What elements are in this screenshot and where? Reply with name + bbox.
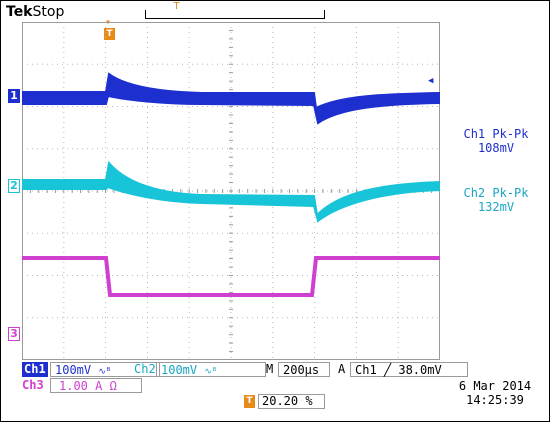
ch3-level-marker[interactable]: 3 — [8, 327, 20, 341]
ch1-measurement: Ch1 Pk-Pk 108mV — [444, 127, 548, 155]
trigger-position-readout-icon: T — [244, 395, 255, 408]
ch2-level-marker[interactable]: 2 — [8, 179, 20, 193]
ch2-readout-label[interactable]: Ch2 — [134, 362, 156, 376]
ch2-measurement-value: 132mV — [477, 200, 515, 214]
trigger-label: A — [338, 362, 346, 376]
ch1-measurement-label: Ch1 Pk-Pk — [463, 127, 529, 141]
bandwidth-limit-icon: ∿ᴮ — [204, 367, 218, 377]
ch1-readout-label[interactable]: Ch1 — [22, 362, 48, 377]
ch1-scale-readout[interactable]: 100mV ∿ᴮ — [50, 362, 160, 377]
ch1-measurement-value: 108mV — [477, 141, 515, 155]
date-readout: 6 Mar 2014 — [458, 379, 532, 393]
brand-label: Tek — [6, 4, 33, 20]
ch1-trace — [22, 72, 440, 125]
ch1-level-marker[interactable]: 1 — [8, 89, 20, 103]
ch1-scale-value: 100mV — [55, 363, 92, 377]
ch3-scale-readout[interactable]: 1.00 A Ω — [50, 378, 142, 393]
ch2-measurement: Ch2 Pk-Pk 132mV — [444, 186, 548, 214]
ch2-scale-readout[interactable]: 100mV ∿ᴮ — [156, 362, 266, 377]
timebase-label: M — [266, 362, 274, 376]
ch2-trace — [22, 160, 440, 223]
trigger-position-readout[interactable]: 20.20 % — [258, 394, 325, 409]
waveform-graticule — [22, 22, 440, 360]
record-view-bar — [145, 10, 325, 19]
time-readout: 14:25:39 — [466, 393, 524, 407]
ch2-scale-value: 100mV — [161, 363, 198, 377]
ch3-trace — [22, 256, 440, 297]
ch3-readout-label[interactable]: Ch3 — [22, 378, 44, 392]
status-header: TekStop — [6, 4, 64, 20]
trigger-level-arrow-icon: ◀ — [428, 76, 434, 86]
record-trigger-icon: T — [173, 1, 180, 12]
acquisition-state: Stop — [32, 4, 65, 20]
trigger-readout[interactable]: Ch1 ╱ 38.0mV — [350, 362, 468, 377]
bandwidth-limit-icon: ∿ᴮ — [98, 367, 112, 377]
timebase-readout[interactable]: 200µs — [278, 362, 330, 377]
ch2-measurement-label: Ch2 Pk-Pk — [463, 186, 529, 200]
timestamp: 6 Mar 2014 14:25:39 — [450, 379, 540, 407]
trigger-position-icon: T — [104, 28, 115, 40]
